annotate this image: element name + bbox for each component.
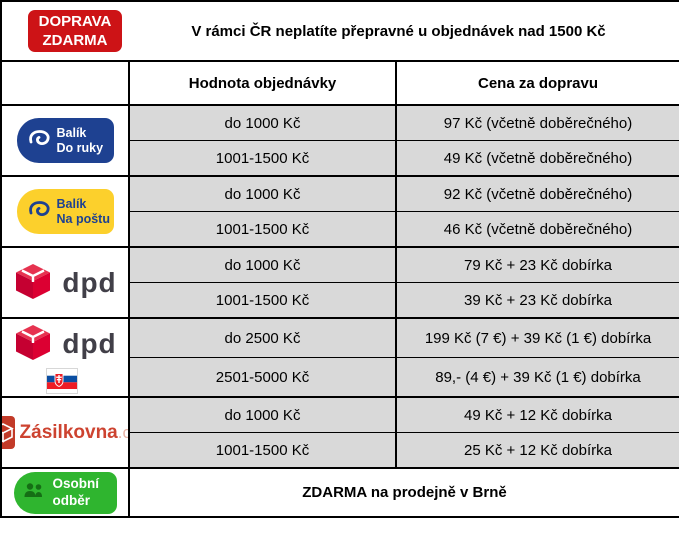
persons-icon (22, 482, 48, 503)
shipping-price-cell: 79 Kč + 23 Kč dobírka (395, 246, 679, 283)
carrier-logo-balik-do-ruky: Balík Do ruky (0, 104, 130, 177)
shipping-price-cell: 25 Kč + 12 Kč dobírka (395, 432, 679, 469)
table-row: Hodnota objednávky Cena za dopravu (0, 60, 679, 106)
header-cell: DOPRAVA ZDARMA V rámci ČR neplatíte přep… (1, 1, 679, 61)
shipping-price-cell: 39 Kč + 23 Kč dobírka (395, 282, 679, 319)
carrier-logo-label: Zásilkovna (19, 421, 118, 443)
table-row: 2501-5000 Kč 89,- (4 €) + 39 Kč (1 €) do… (1, 357, 679, 398)
slovakia-flag-icon (46, 368, 78, 394)
zasilkovna-parcel-icon (2, 416, 15, 449)
free-shipping-note: V rámci ČR neplatíte přepravné u objedná… (191, 22, 606, 40)
order-value-cell: 1001-1500 Kč (128, 140, 397, 177)
empty-corner-cell (0, 60, 130, 106)
carrier-logo-dpd: dpd (0, 246, 130, 319)
table-row: Osobní odběr ZDARMA na prodejně v Brně (0, 467, 679, 518)
shipping-price-cell: 89,- (4 €) + 39 Kč (1 €) dobírka (395, 357, 679, 398)
free-shipping-badge: DOPRAVA ZDARMA (28, 10, 122, 52)
free-shipping-badge-line2: ZDARMA (42, 32, 108, 49)
carrier-logo-osobni-odber: Osobní odběr (0, 467, 130, 518)
carrier-logo-balik-na-postu: Balík Na poštu (0, 175, 130, 248)
carrier-logo-label: dpd (62, 266, 117, 298)
order-value-cell: 2501-5000 Kč (128, 357, 397, 398)
carrier-logo-zasilkovna: Zásilkovna.cz (0, 396, 130, 469)
order-value-cell: do 2500 Kč (128, 317, 397, 358)
column-header-shipping-price: Cena za dopravu (395, 60, 679, 106)
column-header-order-value: Hodnota objednávky (128, 60, 397, 106)
dpd-parcel-icon (13, 322, 53, 366)
order-value-cell: 1001-1500 Kč (128, 432, 397, 469)
pickup-free-cell: ZDARMA na prodejně v Brně (128, 467, 679, 518)
table-row: 1001-1500 Kč 39 Kč + 23 Kč dobírka (1, 282, 679, 319)
carrier-logo-label: Osobní odběr (52, 476, 100, 508)
order-value-cell: do 1000 Kč (128, 104, 397, 141)
shipping-price-cell: 199 Kč (7 €) + 39 Kč (1 €) dobírka (395, 317, 679, 358)
order-value-cell: do 1000 Kč (128, 175, 397, 212)
shipping-price-cell: 49 Kč + 12 Kč dobírka (395, 396, 679, 433)
post-horn-icon (26, 197, 52, 227)
post-horn-icon (26, 126, 52, 156)
carrier-logo-suffix: .cz (117, 422, 127, 442)
shipping-price-cell: 92 Kč (včetně doběrečného) (395, 175, 679, 212)
table-row: DOPRAVA ZDARMA V rámci ČR neplatíte přep… (1, 1, 679, 61)
table-row: 1001-1500 Kč 25 Kč + 12 Kč dobírka (1, 432, 679, 469)
free-shipping-badge-line1: DOPRAVA (38, 12, 112, 30)
carrier-logo-dpd-slovakia: dpd (0, 317, 130, 398)
carrier-logo-label: Balík Do ruky (56, 125, 104, 155)
shipping-price-cell: 49 Kč (včetně doběrečného) (395, 140, 679, 177)
carrier-logo-label: Balík Na poštu (56, 196, 110, 226)
order-value-cell: do 1000 Kč (128, 246, 397, 283)
table-row: dpd do 1000 Kč 79 Kč + 23 Kč dobírka (0, 246, 679, 319)
shipping-price-cell: 97 Kč (včetně doběrečného) (395, 104, 679, 141)
table-row: 1001-1500 Kč 46 Kč (včetně doběrečného) (1, 211, 679, 248)
shipping-price-cell: 46 Kč (včetně doběrečného) (395, 211, 679, 248)
table-row: Balík Do ruky do 1000 Kč 97 Kč (včetně do… (0, 104, 679, 177)
carrier-logo-label: dpd (62, 328, 117, 359)
order-value-cell: 1001-1500 Kč (128, 211, 397, 248)
order-value-cell: 1001-1500 Kč (128, 282, 397, 319)
order-value-cell: do 1000 Kč (128, 396, 397, 433)
dpd-parcel-icon (13, 261, 53, 305)
table-row: dpd do 2500 Kč 199 Kč (7 €) + 39 Kč (1 € (0, 317, 679, 398)
table-row: Zásilkovna.cz do 1000 Kč 49 Kč + 12 Kč d… (0, 396, 679, 469)
shipping-price-table: DOPRAVA ZDARMA V rámci ČR neplatíte přep… (0, 0, 679, 518)
table-row: Balík Na poštu do 1000 Kč 92 Kč (včetně d… (0, 175, 679, 248)
